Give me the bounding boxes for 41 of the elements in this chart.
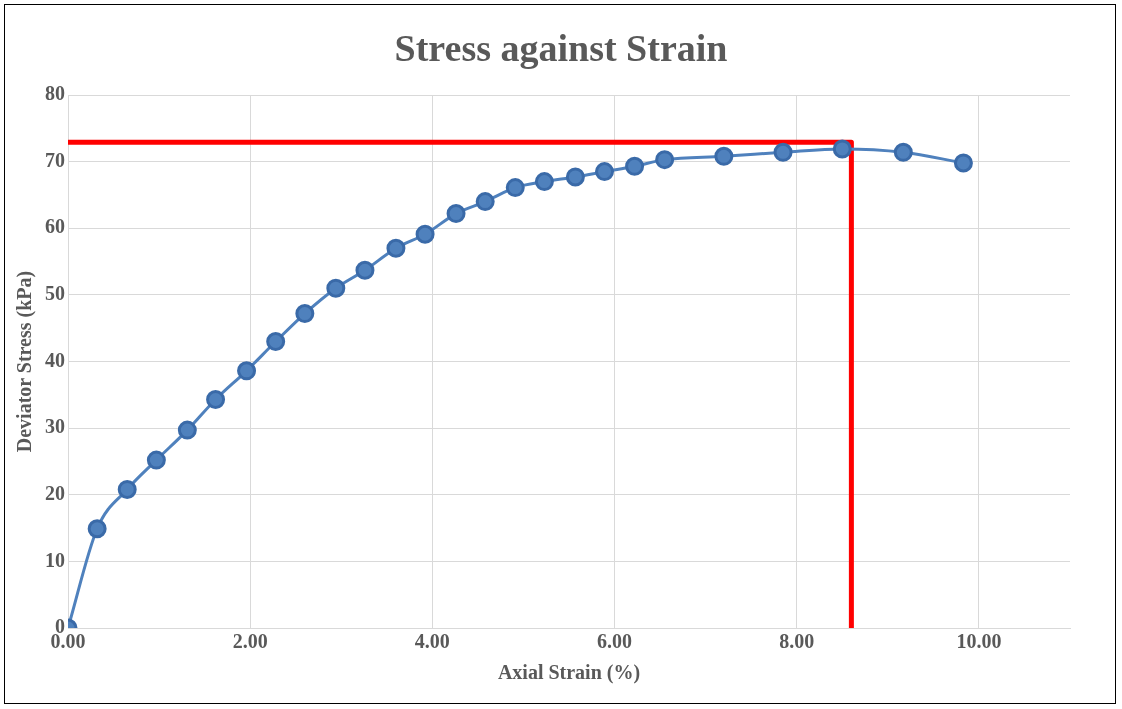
y-tick-label: 40 [45,348,65,371]
x-tick-label: 8.00 [779,630,815,653]
y-tick-label: 10 [45,548,65,571]
point [893,142,913,162]
point [177,420,197,440]
point [117,479,137,499]
y-tick-label: 20 [45,481,65,504]
point [714,146,734,166]
point [146,450,166,470]
point [475,192,495,212]
point [655,150,675,170]
point [953,153,973,173]
y-tick-label: 80 [45,82,65,105]
point [206,389,226,409]
x-tick-label: 2.00 [232,630,268,653]
point [386,238,406,258]
point [534,172,554,192]
point [773,142,793,162]
point [295,304,315,324]
point [505,178,525,198]
point [446,204,466,224]
y-tick-label: 70 [45,148,65,171]
y-tick-label: 50 [45,282,65,305]
y-axis-title: Deviator Stress (kPa) [13,270,37,453]
point [595,162,615,182]
point [565,167,585,187]
y-tick-label: 60 [45,215,65,238]
point [355,260,375,280]
point [87,519,107,539]
point [625,156,645,176]
point [266,332,286,352]
point [237,361,257,381]
chart-title: Stress against Strain [393,26,729,70]
x-axis-title: Axial Strain (%) [497,661,641,685]
point [326,278,346,298]
point [415,224,435,244]
x-tick-label: 4.00 [414,630,450,653]
y-tick-label: 30 [45,415,65,438]
x-tick-label: 6.00 [597,630,633,653]
point [832,139,852,159]
x-tick-label: 10.00 [956,630,1002,653]
